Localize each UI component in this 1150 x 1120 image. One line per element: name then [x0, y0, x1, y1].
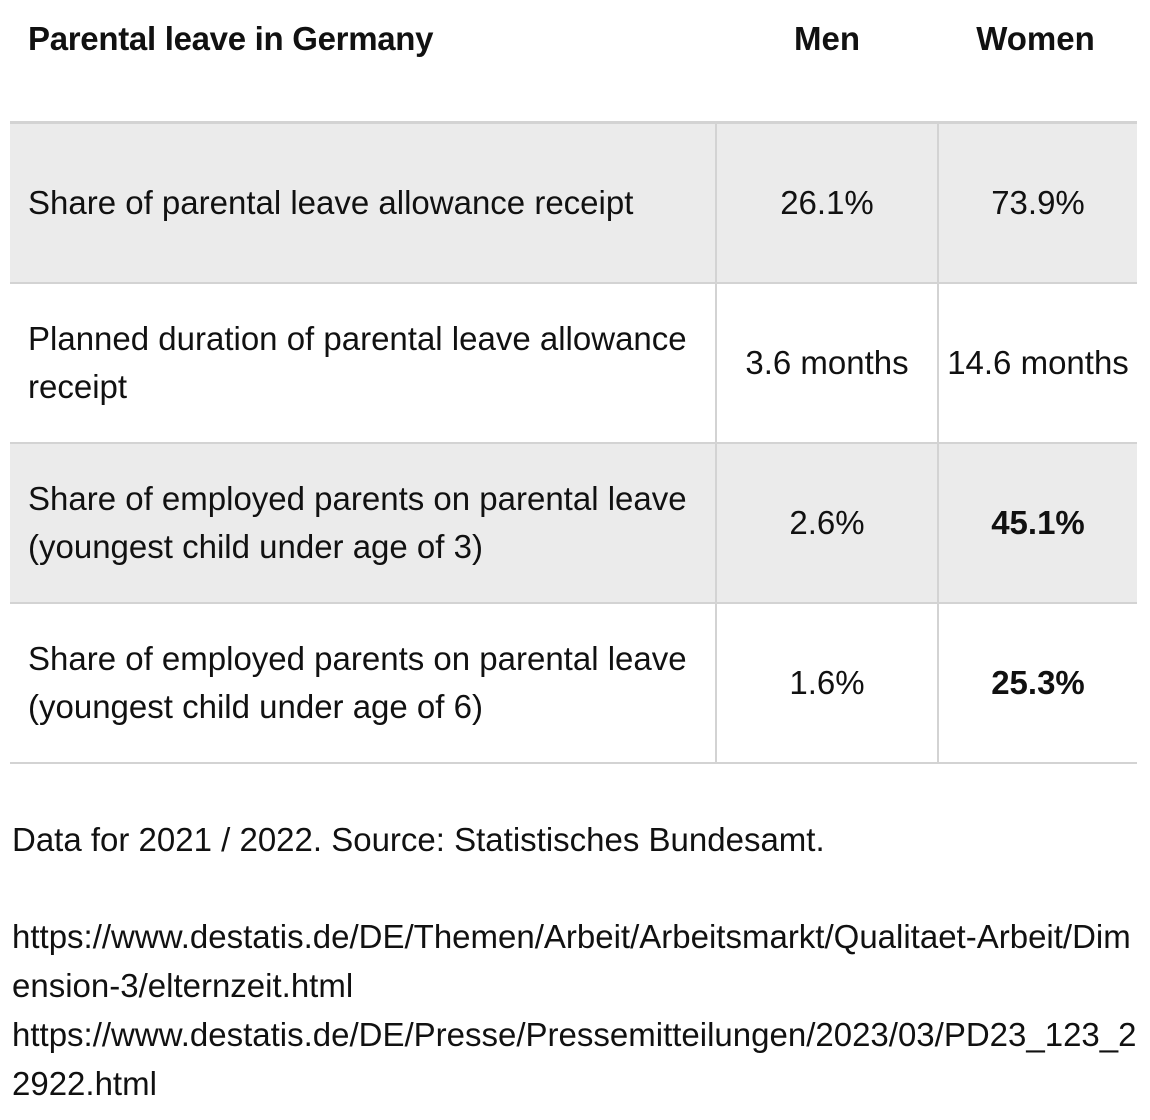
source-note: Data for 2021 / 2022. Source: Statistisc…: [12, 821, 825, 858]
men-value: 26.1%: [715, 122, 938, 284]
table-row: Share of employed parents on parental le…: [10, 603, 1137, 764]
men-value: 3.6 months: [715, 283, 938, 444]
footer: Data for 2021 / 2022. Source: Statistisc…: [12, 815, 1137, 1108]
table-row: Share of employed parents on parental le…: [10, 443, 1137, 604]
men-value: 2.6%: [715, 443, 938, 604]
women-value: 45.1%: [937, 443, 1137, 604]
column-header-men: Men: [794, 20, 860, 57]
table-row: Planned duration of parental leave allow…: [10, 283, 1137, 444]
row-label: Share of parental leave allowance receip…: [10, 122, 716, 284]
table-row: Share of parental leave allowance receip…: [10, 122, 1137, 284]
source-link[interactable]: https://www.destatis.de/DE/Presse/Presse…: [12, 1016, 1137, 1102]
women-value: 73.9%: [937, 122, 1137, 284]
women-value: 14.6 months: [937, 283, 1137, 444]
men-value: 1.6%: [715, 603, 938, 764]
women-value: 25.3%: [937, 603, 1137, 764]
row-label: Share of employed parents on parental le…: [10, 603, 716, 764]
table-title: Parental leave in Germany: [28, 20, 434, 57]
row-label: Share of employed parents on parental le…: [10, 443, 716, 604]
parental-leave-table: Share of parental leave allowance receip…: [10, 121, 1137, 764]
source-link[interactable]: https://www.destatis.de/DE/Themen/Arbeit…: [12, 918, 1131, 1004]
row-label: Planned duration of parental leave allow…: [10, 283, 716, 444]
table-header: Parental leave in Germany Men Women: [0, 0, 1150, 90]
column-header-women: Women: [976, 20, 1095, 57]
